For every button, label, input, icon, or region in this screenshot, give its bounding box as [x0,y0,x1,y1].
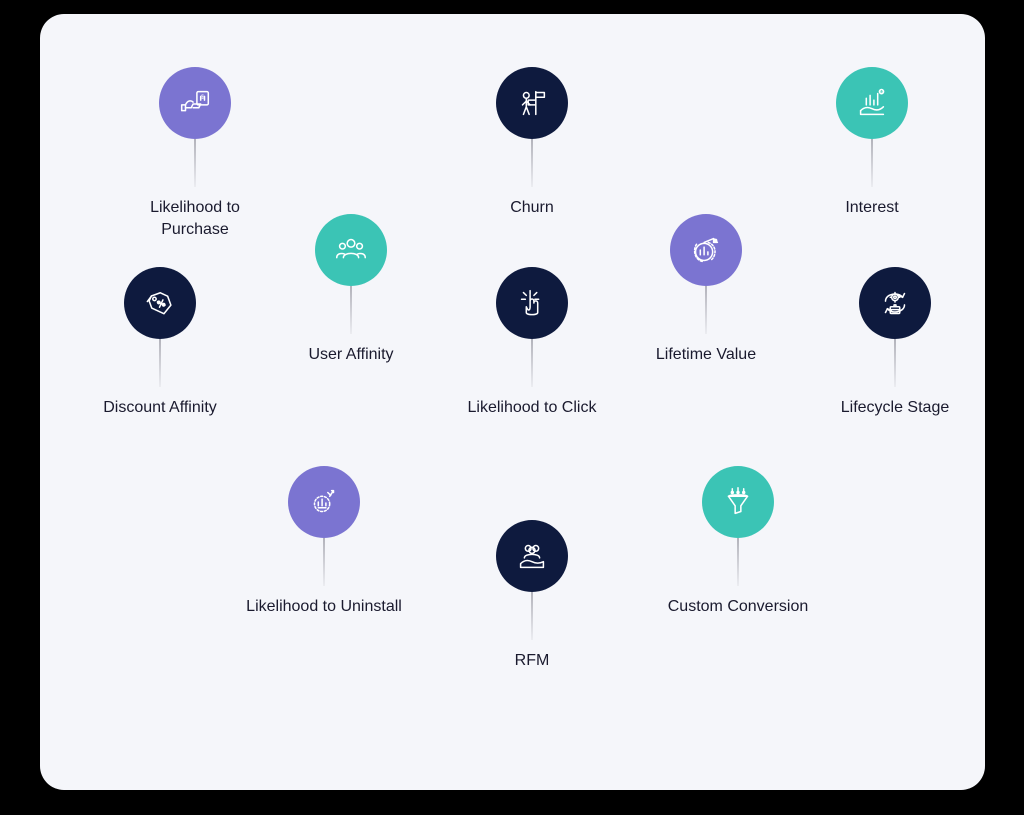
rfm-icon [513,537,551,575]
node-likelihood-click: Likelihood to Click [432,267,632,419]
node-lifecycle-stage: Lifecycle Stage [795,267,995,419]
node-interest: % Interest [772,67,972,219]
infographic-card: $ Likelihood to Purchase Churn % Interes… [40,14,985,790]
funnel-icon [719,483,757,521]
discount-affinity-circle [124,267,196,339]
connector-line [705,286,707,334]
connector-line [159,339,161,387]
node-user-affinity: User Affinity [251,214,451,366]
uninstall-icon [305,483,343,521]
connector-line [871,139,873,187]
lifetime-value-circle [670,214,742,286]
interest-icon: % [853,84,891,122]
likelihood-uninstall-circle [288,466,360,538]
rfm-circle [496,520,568,592]
user-affinity-label: User Affinity [308,344,393,366]
connector-line [737,538,739,586]
likelihood-purchase-label: Likelihood to Purchase [150,197,240,240]
node-lifetime-value: Lifetime Value [606,214,806,366]
discount-affinity-label: Discount Affinity [103,397,217,419]
churn-icon [513,84,551,122]
connector-line [531,592,533,640]
click-icon [513,284,551,322]
node-discount-affinity: Discount Affinity [60,267,260,419]
interest-label: Interest [845,197,898,219]
node-custom-conversion: Custom Conversion [638,466,838,618]
custom-conversion-label: Custom Conversion [668,596,809,618]
connector-line [531,139,533,187]
node-rfm: RFM [432,520,632,672]
likelihood-click-label: Likelihood to Click [468,397,597,419]
custom-conversion-circle [702,466,774,538]
growth-icon [687,231,725,269]
connector-line [323,538,325,586]
purchase-icon: $ [176,84,214,122]
connector-line [531,339,533,387]
connector-line [194,139,196,187]
rfm-label: RFM [515,650,550,672]
lifetime-value-label: Lifetime Value [656,344,756,366]
connector-line [350,286,352,334]
connector-line [894,339,896,387]
churn-circle [496,67,568,139]
likelihood-uninstall-label: Likelihood to Uninstall [246,596,402,618]
cycle-icon [876,284,914,322]
node-churn: Churn [432,67,632,219]
likelihood-click-circle [496,267,568,339]
lifecycle-stage-label: Lifecycle Stage [841,397,950,419]
interest-circle: % [836,67,908,139]
likelihood-purchase-circle: $ [159,67,231,139]
users-icon [332,231,370,269]
user-affinity-circle [315,214,387,286]
lifecycle-stage-circle [859,267,931,339]
churn-label: Churn [510,197,554,219]
node-likelihood-uninstall: Likelihood to Uninstall [224,466,424,618]
discount-icon [141,284,179,322]
